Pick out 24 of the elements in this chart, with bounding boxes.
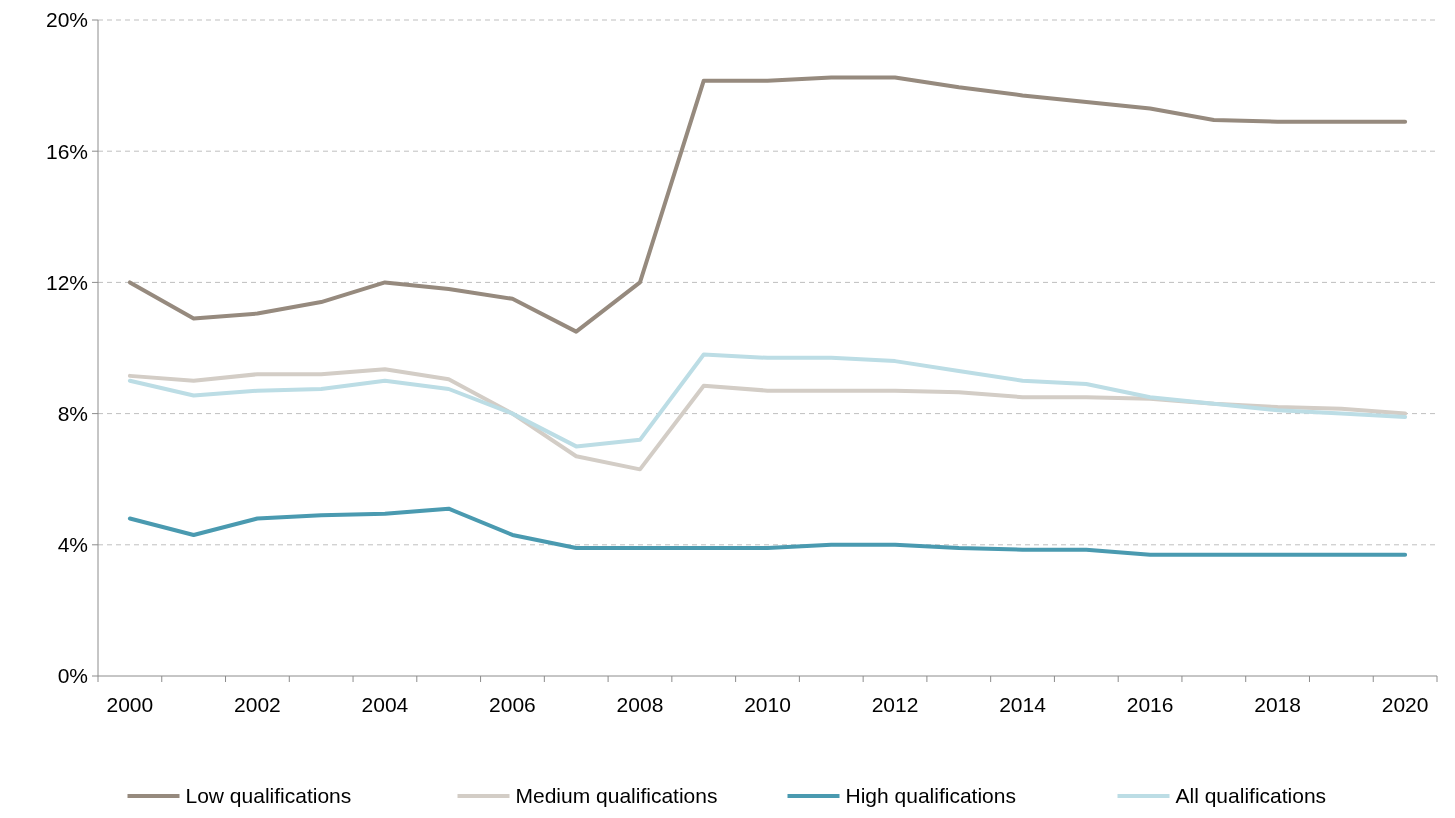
x-tick-label: 2016 <box>1126 693 1174 716</box>
y-tick-label: 8% <box>57 401 88 425</box>
y-tick-label: 16% <box>45 139 88 163</box>
y-tick-label: 4% <box>57 533 88 557</box>
x-tick-label: 2004 <box>361 693 409 716</box>
legend-label: All qualifications <box>1175 784 1327 808</box>
x-tick-label: 2012 <box>871 693 919 716</box>
line-series <box>127 75 1408 334</box>
x-tick-label: 2014 <box>999 693 1047 716</box>
y-tick-label: 20% <box>45 8 88 32</box>
x-tick-label: 2000 <box>106 693 154 716</box>
line-series <box>127 352 1408 449</box>
x-tick-label: 2018 <box>1254 693 1301 716</box>
x-tick-label: 2002 <box>234 693 281 716</box>
y-tick-label: 12% <box>45 270 88 294</box>
legend-label: High qualifications <box>845 784 1016 808</box>
legend-label: Low qualifications <box>185 784 352 808</box>
line-series <box>127 506 1408 557</box>
x-tick-label: 2020 <box>1381 693 1429 716</box>
y-tick-label: 0% <box>57 664 88 688</box>
x-tick-label: 2010 <box>744 693 791 716</box>
x-tick-label: 2008 <box>616 693 664 716</box>
legend-label: Medium qualifications <box>515 784 718 808</box>
x-tick-label: 2006 <box>489 693 536 716</box>
